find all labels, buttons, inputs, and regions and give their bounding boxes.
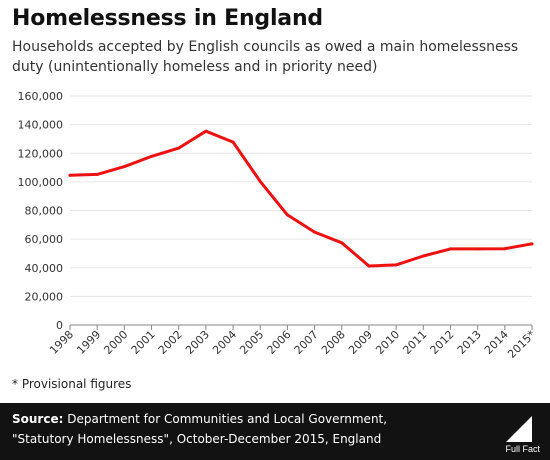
x-tick-label: 2004 bbox=[210, 328, 239, 357]
data-point bbox=[204, 129, 208, 133]
x-axis: 1998199920002001200220032004200520062007… bbox=[47, 324, 538, 361]
footnote: * Provisional figures bbox=[12, 377, 132, 391]
x-tick-label: 1999 bbox=[74, 328, 103, 357]
y-tick-label: 60,000 bbox=[25, 233, 64, 246]
chart-title: Homelessness in England bbox=[12, 6, 323, 31]
source-text: Source: Department for Communities and L… bbox=[12, 409, 452, 449]
data-point bbox=[150, 154, 154, 158]
y-tick-label: 160,000 bbox=[18, 90, 64, 103]
y-tick-label: 40,000 bbox=[25, 262, 64, 275]
data-point bbox=[258, 179, 262, 183]
source-description: Department for Communities and Local Gov… bbox=[12, 412, 388, 446]
data-point bbox=[95, 172, 99, 176]
full-fact-logo-text: Full Fact bbox=[505, 444, 540, 454]
x-tick-label: 2007 bbox=[292, 328, 321, 357]
y-axis: 0 20,000 40,000 60,000 80,000 100,000 120,000 1… bbox=[18, 90, 64, 332]
y-tick-label: 120,000 bbox=[18, 147, 64, 160]
x-tick-label: 2012 bbox=[428, 328, 457, 357]
data-point bbox=[122, 165, 126, 169]
data-point bbox=[68, 173, 72, 177]
x-tick-label: 2005 bbox=[237, 328, 266, 357]
y-tick-label: 20,000 bbox=[25, 290, 64, 303]
line-chart: 0 20,000 40,000 60,000 80,000 100,000 120,000 1… bbox=[18, 90, 539, 361]
y-tick-label: 80,000 bbox=[25, 205, 64, 218]
data-point bbox=[285, 213, 289, 217]
x-tick-label: 2008 bbox=[319, 328, 348, 357]
data-point bbox=[421, 254, 425, 258]
data-point bbox=[394, 263, 398, 267]
x-tick-label: 2015* bbox=[505, 328, 538, 361]
footer: Source: Department for Communities and L… bbox=[0, 403, 550, 460]
x-tick-label: 1998 bbox=[47, 328, 76, 357]
data-point bbox=[367, 264, 371, 268]
data-point bbox=[503, 247, 507, 251]
data-point bbox=[448, 247, 452, 251]
y-tick-label: 0 bbox=[56, 319, 63, 332]
full-fact-logo-icon bbox=[506, 416, 532, 442]
series-line bbox=[68, 129, 534, 268]
x-tick-label: 2002 bbox=[156, 328, 185, 357]
x-tick-label: 2000 bbox=[101, 328, 130, 357]
data-point bbox=[231, 140, 235, 144]
full-fact-logo: Full Fact bbox=[490, 414, 540, 454]
series-layer bbox=[68, 129, 534, 268]
gridlines bbox=[70, 95, 532, 297]
data-point bbox=[530, 242, 534, 246]
data-point bbox=[340, 241, 344, 245]
y-tick-label: 140,000 bbox=[18, 119, 64, 132]
x-tick-label: 2003 bbox=[183, 328, 212, 357]
data-point bbox=[476, 247, 480, 251]
y-tick-label: 100,000 bbox=[18, 176, 64, 189]
x-tick-label: 2010 bbox=[373, 328, 402, 357]
chart-subtitle: Households accepted by English councils … bbox=[12, 39, 519, 75]
x-tick-label: 2006 bbox=[265, 328, 294, 357]
x-tick-label: 2013 bbox=[455, 328, 484, 357]
source-label: Source: bbox=[12, 412, 64, 426]
x-tick-label: 2011 bbox=[400, 328, 429, 357]
x-tick-label: 2009 bbox=[346, 328, 375, 357]
data-point bbox=[313, 230, 317, 234]
x-tick-label: 2001 bbox=[129, 328, 158, 357]
data-point bbox=[177, 146, 181, 150]
